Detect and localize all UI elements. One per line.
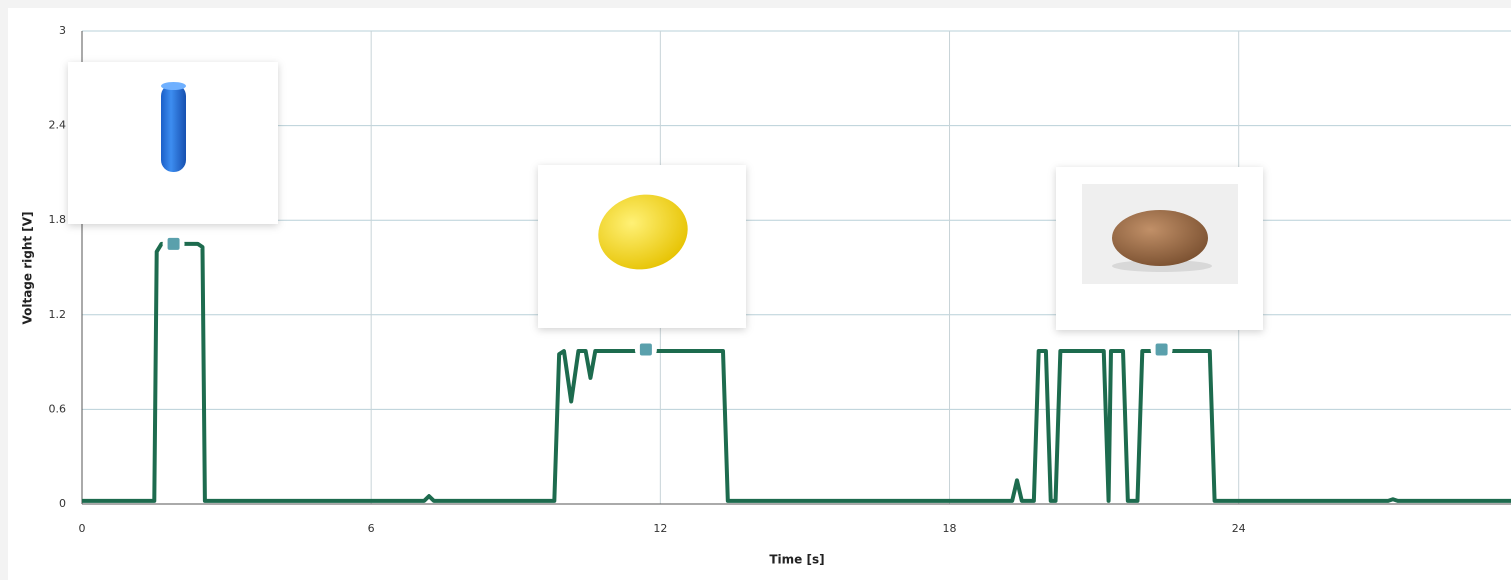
y-axis-title: Voltage right [V] [21, 211, 35, 324]
y-tick-label: 0 [59, 497, 66, 510]
lemon-card [538, 165, 746, 328]
x-tick-label: 0 [79, 522, 86, 535]
y-tick-label: 0.6 [49, 402, 67, 415]
x-tick-label: 12 [653, 522, 667, 535]
x-axis-title: Time [s] [769, 553, 824, 567]
highlight-marker [640, 343, 652, 355]
page: Time [s] Voltage right [V] 0 0.6 1.2 1.8 2.4… [0, 0, 1511, 580]
y-tick-label: 3 [59, 24, 66, 37]
x-tick-label: 24 [1232, 522, 1246, 535]
battery-card [68, 62, 278, 224]
x-tick-label: 6 [368, 522, 375, 535]
highlight-marker [168, 238, 180, 250]
y-tick-label: 1.8 [49, 213, 67, 226]
chart: Time [s] Voltage right [V] 0 0.6 1.2 1.8 2.4… [0, 0, 1511, 580]
y-tick-label: 1.2 [49, 308, 67, 321]
highlight-marker [1156, 343, 1168, 355]
x-tick-label: 18 [943, 522, 957, 535]
potato-card [1056, 167, 1263, 330]
y-tick-label: 2.4 [49, 119, 67, 132]
